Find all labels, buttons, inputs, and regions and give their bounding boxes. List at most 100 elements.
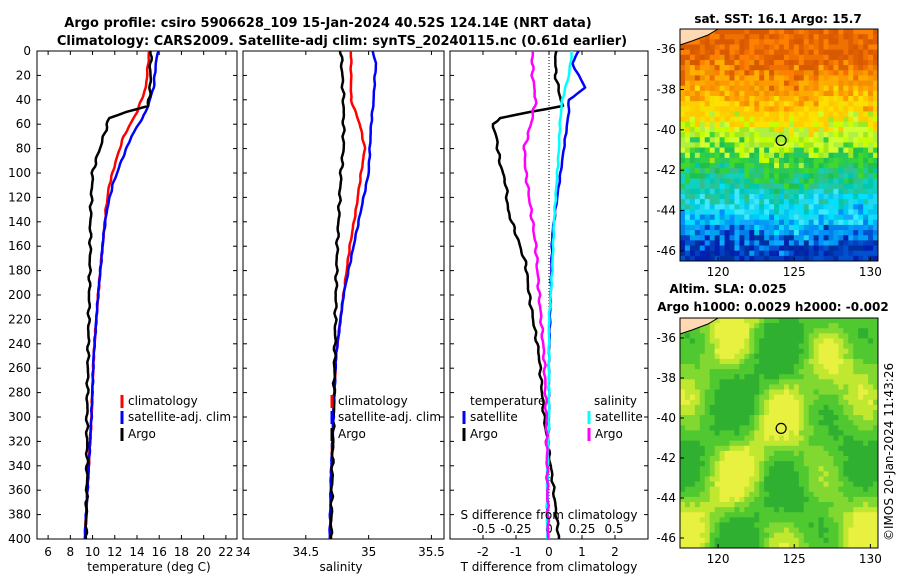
map-cell <box>714 461 720 467</box>
map-cell <box>689 374 696 380</box>
map-cell <box>798 199 805 205</box>
map-cell <box>729 65 735 71</box>
map-cell <box>724 178 730 185</box>
map-cell <box>779 348 785 355</box>
map-cell <box>744 137 750 143</box>
map-cell <box>818 348 824 355</box>
map-cell <box>759 348 765 355</box>
map-cell <box>734 142 740 148</box>
map-cell <box>714 116 720 123</box>
map-cell <box>813 323 819 329</box>
map-cell <box>853 240 859 246</box>
map-cell <box>709 384 716 390</box>
map-cell <box>858 178 864 185</box>
map-cell <box>858 137 864 143</box>
map-cell <box>828 374 834 380</box>
map-cell <box>833 512 839 518</box>
map-cell <box>868 364 874 370</box>
map-cell <box>764 364 770 370</box>
map-cell <box>838 101 844 107</box>
map-cell <box>858 399 864 406</box>
map-cell <box>699 445 706 452</box>
map-cell <box>719 106 725 112</box>
map-cell <box>774 415 780 421</box>
map-cell <box>684 461 691 467</box>
map-cell <box>843 379 849 385</box>
map-cell <box>858 532 864 539</box>
map-cell <box>783 132 790 138</box>
map-cell <box>843 394 849 401</box>
map-cell <box>714 481 720 488</box>
map-cell <box>744 456 750 462</box>
map-cell <box>808 245 815 252</box>
map-cell <box>798 29 805 35</box>
map-cell <box>694 147 701 154</box>
map-cell <box>719 394 725 401</box>
map-cell <box>759 224 765 231</box>
map-cell <box>779 245 785 252</box>
map-cell <box>868 209 874 215</box>
map-cell <box>729 59 735 66</box>
map-cell <box>783 364 790 370</box>
map-cell <box>848 70 854 76</box>
map-cell <box>759 435 765 442</box>
map-cell <box>779 338 785 344</box>
map-cell <box>858 255 864 262</box>
map-cell <box>793 245 800 252</box>
map-cell <box>694 157 701 164</box>
map-cell <box>868 512 874 518</box>
map-cell <box>838 188 844 195</box>
map-cell <box>704 245 711 252</box>
map-cell <box>684 116 691 123</box>
map-cell <box>868 173 874 179</box>
map-cell <box>838 85 844 92</box>
map-cell <box>843 502 849 508</box>
map-cell <box>779 394 785 401</box>
map-cell <box>818 101 824 107</box>
map-cell <box>774 374 780 380</box>
map-cell <box>798 59 805 66</box>
map-cell <box>699 168 706 174</box>
map-cell <box>719 49 725 56</box>
map-cell <box>704 517 711 523</box>
map-cell <box>818 461 824 467</box>
map-cell <box>788 502 795 508</box>
map-cell <box>803 445 810 452</box>
map-cell <box>749 219 755 226</box>
map-cell <box>759 461 765 467</box>
map-cell <box>863 80 869 87</box>
map-cell <box>694 163 701 169</box>
map-cell <box>724 435 730 442</box>
map-cell <box>833 430 839 436</box>
map-cell <box>729 142 735 148</box>
map-cell <box>803 389 810 396</box>
map-cell <box>873 111 879 118</box>
map-cell <box>689 137 696 143</box>
map-cell <box>843 374 849 380</box>
map-cell <box>843 65 849 71</box>
map-cell <box>680 44 686 51</box>
map-cell <box>793 517 800 523</box>
map-cell <box>709 358 716 365</box>
map-cell <box>764 224 770 231</box>
map-cell <box>699 333 706 339</box>
map-cell <box>680 410 686 416</box>
map-cell <box>853 399 859 406</box>
map-cell <box>684 106 691 112</box>
map-cell <box>769 70 775 76</box>
map-cell <box>749 456 755 462</box>
map-cell <box>719 188 725 195</box>
map-cell <box>729 250 735 257</box>
map-cell <box>699 348 706 355</box>
map-cell <box>793 168 800 174</box>
map-y-tick-label: -40 <box>656 123 676 137</box>
map-cell <box>818 369 824 375</box>
map-cell <box>680 214 686 221</box>
map-cell <box>734 250 740 257</box>
map-cell <box>783 476 790 482</box>
map-cell <box>863 532 869 539</box>
map-cell <box>694 507 701 513</box>
map-frame <box>679 317 879 549</box>
map-cell <box>749 440 755 447</box>
map-cell <box>734 471 740 477</box>
